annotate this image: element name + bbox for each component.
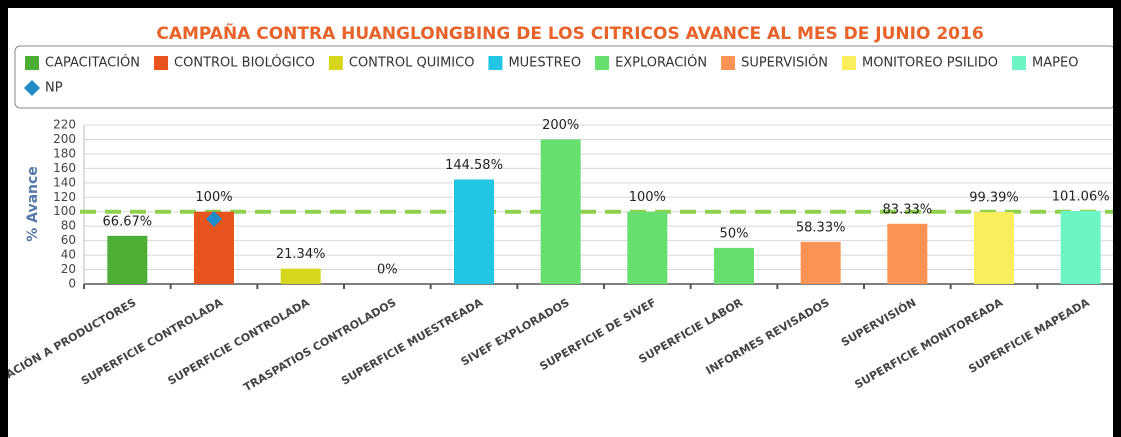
data-label: 144.58% — [445, 158, 503, 173]
legend-item: MAPEO — [1012, 56, 1078, 71]
legend-swatch — [595, 56, 610, 70]
bar — [454, 179, 494, 284]
legend-label: MONITOREO PSILIDO — [862, 56, 998, 71]
y-tick-label: 0 — [68, 277, 76, 291]
data-label: 99.39% — [969, 191, 1019, 206]
legend-item: MONITOREO PSILIDO — [842, 56, 998, 71]
y-tick-label: 60 — [61, 233, 76, 247]
y-tick-label: 100 — [53, 204, 76, 218]
data-label: 100% — [195, 190, 232, 205]
legend-swatch — [721, 56, 736, 70]
legend-item: EXPLORACIÓN — [595, 55, 707, 71]
data-label: 100% — [629, 190, 666, 205]
bar — [714, 247, 754, 284]
data-label: 200% — [542, 118, 579, 133]
bar — [540, 139, 581, 284]
y-tick-label: 200 — [53, 132, 76, 146]
data-label: 83.33% — [883, 202, 933, 217]
y-axis-label: % Avance — [25, 166, 41, 242]
bar — [974, 212, 1014, 284]
legend-swatch — [842, 56, 856, 70]
data-label: 101.06% — [1052, 189, 1110, 204]
legend-item: CONTROL BIOLÓGICO — [154, 55, 315, 71]
legend-item: CAPACITACIÓN — [25, 55, 140, 71]
legend-label: CAPACITACIÓN — [45, 55, 140, 71]
legend-label: SUPERVISIÓN — [741, 55, 828, 71]
legend-swatch — [1012, 56, 1027, 70]
y-tick-label: 20 — [61, 262, 76, 276]
bar — [627, 211, 668, 284]
legend-label: NP — [45, 81, 63, 96]
y-tick-label: 160 — [53, 161, 76, 175]
data-label: 21.34% — [276, 247, 326, 262]
chart-title: CAMPAÑA CONTRA HUANGLONGBING DE LOS CITR… — [156, 21, 983, 44]
data-label: 0% — [377, 263, 398, 278]
y-tick-label: 140 — [53, 175, 76, 189]
legend-swatch — [328, 56, 343, 70]
bar — [887, 223, 928, 284]
legend-label: EXPLORACIÓN — [615, 55, 707, 71]
y-tick-label: 40 — [61, 248, 76, 262]
y-tick-label: 220 — [53, 118, 76, 132]
bar — [800, 241, 841, 284]
data-label: 50% — [720, 226, 749, 241]
bar — [107, 235, 148, 284]
legend-swatch — [24, 80, 40, 96]
legend-label: CONTROL QUIMICO — [349, 56, 475, 71]
bar — [280, 268, 321, 284]
y-tick-label: 180 — [53, 146, 76, 160]
legend-item: NP — [24, 80, 63, 96]
y-tick-label: 120 — [53, 190, 76, 204]
legend-item: SUPERVISIÓN — [721, 55, 828, 71]
legend-item: MUESTREO — [488, 56, 581, 71]
legend-label: MAPEO — [1032, 56, 1078, 71]
legend-swatch — [488, 56, 503, 70]
data-label: 58.33% — [796, 220, 846, 235]
bar — [1060, 210, 1101, 284]
legend-item: CONTROL QUIMICO — [328, 56, 475, 71]
data-label: 66.67% — [103, 214, 153, 229]
legend-label: MUESTREO — [508, 56, 581, 71]
legend-swatch — [154, 56, 169, 70]
legend-swatch — [25, 56, 39, 70]
legend-box — [14, 45, 1113, 109]
marker — [206, 210, 222, 227]
legend-label: CONTROL BIOLÓGICO — [174, 55, 315, 71]
y-tick-label: 80 — [61, 219, 76, 233]
